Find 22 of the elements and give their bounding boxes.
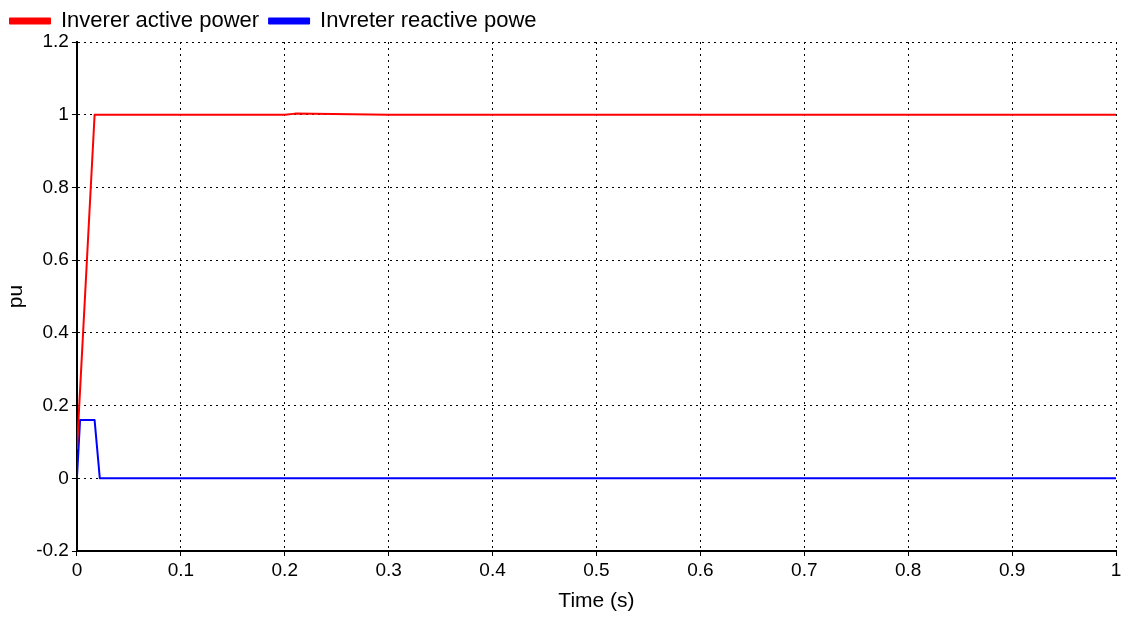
y-axis-title: pu: [3, 284, 27, 309]
y-tick-label: 0: [58, 466, 69, 488]
x-tick-label: 0.3: [375, 558, 402, 580]
x-axis-title: Time (s): [558, 588, 635, 612]
x-tick-label: 0.4: [479, 558, 507, 580]
y-tick-label: -0.2: [36, 539, 69, 561]
x-tick-label: 0.5: [583, 558, 610, 580]
x-tick-label: 0.9: [998, 558, 1026, 580]
x-tick-label: 0.1: [167, 558, 195, 580]
legend-label: Invreter reactive powe: [320, 7, 537, 33]
x-tick-label: 0.8: [894, 558, 922, 580]
y-tick-label: 1.2: [42, 30, 69, 52]
x-tick-label: 0.7: [791, 558, 818, 580]
y-tick-label: 0.6: [42, 248, 69, 270]
x-tick-label: 0.6: [687, 558, 714, 580]
y-tick-label: 1: [58, 102, 69, 124]
x-tick-label: 1: [1110, 558, 1122, 580]
y-tick-label: 0.4: [42, 321, 70, 343]
y-tick-label: 0.2: [42, 393, 69, 415]
legend-label: Inverer active power: [61, 7, 260, 33]
y-tick-label: 0.8: [42, 175, 69, 197]
x-tick-label: 0.2: [271, 558, 298, 580]
